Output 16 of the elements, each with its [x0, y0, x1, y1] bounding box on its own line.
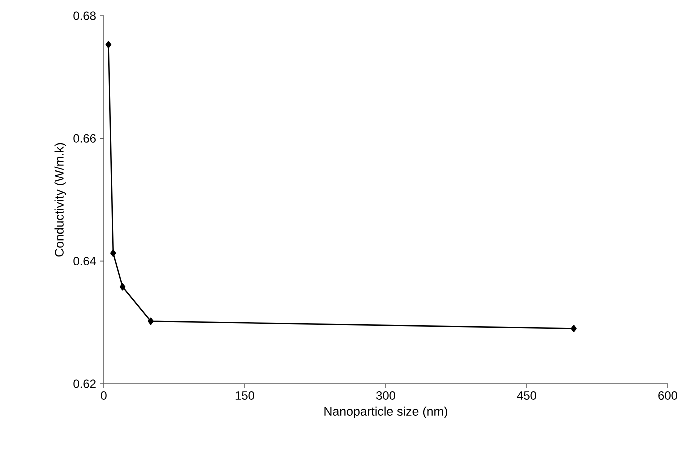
x-tick-label: 300 [376, 392, 396, 400]
y-axis-title: Conductivity (W/m.k) [54, 143, 66, 257]
x-tick-label: 600 [658, 392, 678, 400]
y-tick-label: 0.62 [74, 380, 96, 388]
y-tick-label: 0.64 [74, 257, 96, 266]
y-tick-label: 0.66 [74, 134, 96, 143]
y-tick-label: 0.68 [74, 12, 96, 20]
point [106, 41, 112, 48]
point [148, 318, 154, 326]
x-axis-title: Nanoparticle size (nm) [324, 406, 448, 418]
point [571, 325, 577, 332]
point [110, 250, 116, 257]
x-tick-label: 150 [236, 392, 255, 400]
x-tick-label: 450 [517, 392, 537, 400]
point [120, 283, 126, 291]
x-tick-label: 0 [101, 392, 107, 400]
